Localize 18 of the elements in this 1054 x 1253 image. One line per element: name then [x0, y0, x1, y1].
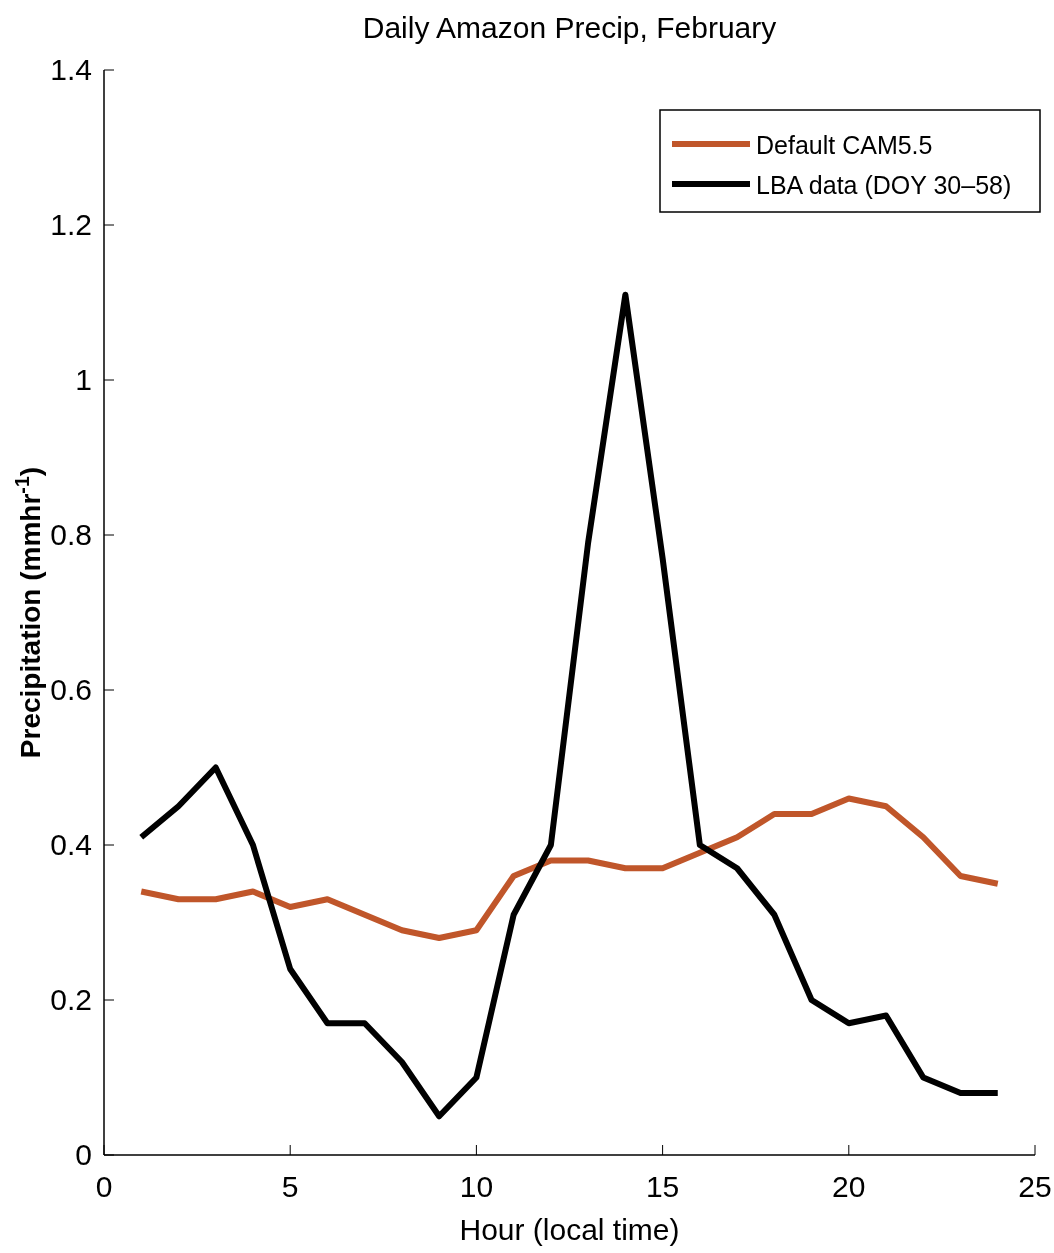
y-tick-label: 0 [75, 1138, 92, 1171]
x-tick-label: 15 [645, 1170, 680, 1203]
legend-label: LBA data (DOY 30–58) [756, 171, 1012, 199]
x-axis-title: Hour (local time) [459, 1213, 680, 1246]
y-tick-label: 0.2 [50, 983, 92, 1016]
x-tick-label: 10 [459, 1170, 494, 1203]
y-tick-label: 0.8 [50, 518, 92, 551]
legend-label: Default CAM5.5 [756, 131, 933, 159]
x-tick-label: 5 [281, 1170, 299, 1203]
x-tick-label: 20 [832, 1170, 866, 1203]
y-tick-label: 0.6 [50, 673, 92, 706]
y-tick-label: 1.2 [50, 208, 92, 241]
y-tick-label: 1 [75, 363, 92, 396]
x-tick-label: 25 [1018, 1170, 1052, 1203]
y-tick-label: 1.4 [50, 53, 92, 86]
chart-title: Daily Amazon Precip, February [362, 11, 777, 44]
x-tick-label: 0 [95, 1170, 113, 1203]
y-tick-label: 0.4 [50, 828, 92, 861]
